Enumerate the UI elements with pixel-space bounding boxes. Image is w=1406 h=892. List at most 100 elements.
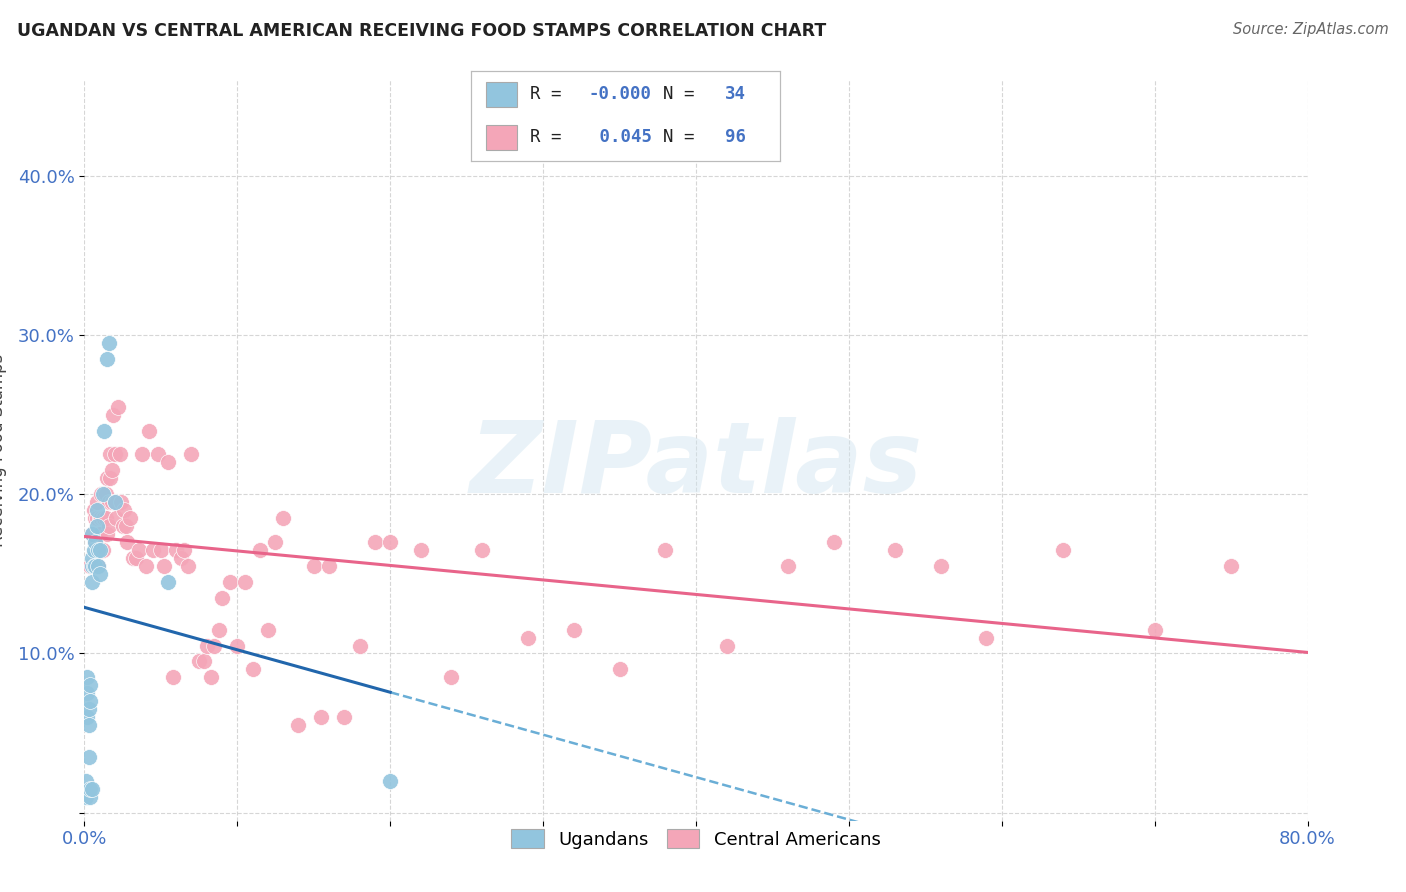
Text: ZIPatlas: ZIPatlas	[470, 417, 922, 514]
Point	[103, 408, 125, 422]
Point	[516, 631, 538, 645]
Point	[79, 781, 101, 796]
Point	[89, 543, 111, 558]
Point	[91, 511, 114, 525]
Point	[97, 519, 120, 533]
Point	[162, 670, 184, 684]
Point	[1220, 558, 1243, 573]
Text: 96: 96	[724, 128, 745, 146]
Point	[153, 558, 176, 573]
Point	[112, 503, 135, 517]
Point	[115, 535, 138, 549]
Text: -0.000: -0.000	[589, 85, 651, 103]
Point	[83, 543, 105, 558]
Point	[97, 336, 120, 351]
Point	[380, 773, 402, 788]
Point	[76, 686, 98, 700]
Point	[83, 503, 105, 517]
Text: R =: R =	[530, 85, 572, 103]
Point	[93, 424, 115, 438]
Point	[77, 718, 100, 732]
Point	[86, 503, 108, 517]
Point	[87, 558, 110, 573]
Point	[86, 495, 108, 509]
Point	[157, 574, 180, 589]
Point	[94, 511, 117, 525]
Point	[170, 550, 193, 565]
Point	[104, 447, 127, 461]
Point	[302, 558, 325, 573]
Point	[562, 623, 585, 637]
Point	[97, 495, 120, 509]
Point	[79, 694, 101, 708]
Point	[364, 535, 387, 549]
Text: 34: 34	[724, 85, 745, 103]
FancyBboxPatch shape	[486, 82, 517, 107]
Point	[264, 535, 287, 549]
Point	[188, 655, 211, 669]
Point	[108, 447, 131, 461]
Point	[89, 527, 111, 541]
Point	[87, 558, 110, 573]
Point	[96, 471, 118, 485]
Point	[75, 773, 97, 788]
Point	[91, 487, 114, 501]
Point	[90, 511, 112, 525]
Point	[90, 487, 112, 501]
Point	[87, 527, 110, 541]
Point	[242, 662, 264, 676]
Text: N =: N =	[662, 85, 704, 103]
Point	[107, 400, 129, 414]
Point	[1143, 623, 1166, 637]
Point	[125, 550, 148, 565]
Point	[80, 781, 103, 796]
Point	[91, 543, 114, 558]
Point	[165, 543, 187, 558]
Point	[84, 511, 107, 525]
Point	[86, 511, 108, 525]
Text: N =: N =	[662, 128, 704, 146]
Point	[226, 639, 249, 653]
Point	[249, 543, 271, 558]
Point	[79, 678, 101, 692]
Point	[208, 623, 231, 637]
Point	[79, 789, 101, 804]
Point	[173, 543, 195, 558]
Point	[80, 574, 103, 589]
Text: R =: R =	[530, 128, 572, 146]
Point	[84, 558, 107, 573]
Point	[96, 527, 118, 541]
Point	[80, 558, 103, 573]
Point	[120, 511, 142, 525]
Point	[271, 511, 294, 525]
Point	[96, 351, 118, 366]
Point	[257, 623, 280, 637]
Point	[177, 558, 200, 573]
Text: Source: ZipAtlas.com: Source: ZipAtlas.com	[1233, 22, 1389, 37]
Point	[200, 670, 222, 684]
Point	[180, 447, 202, 461]
Point	[80, 527, 103, 541]
Point	[471, 543, 494, 558]
Point	[318, 558, 340, 573]
Y-axis label: Receiving Food Stamps: Receiving Food Stamps	[0, 354, 7, 547]
Point	[287, 718, 309, 732]
Point	[76, 710, 98, 724]
Point	[104, 495, 127, 509]
Point	[823, 535, 845, 549]
Point	[776, 558, 799, 573]
Point	[114, 519, 136, 533]
Point	[93, 487, 115, 501]
Point	[98, 471, 121, 485]
Point	[83, 558, 105, 573]
Point	[86, 519, 108, 533]
Point	[142, 543, 165, 558]
Point	[77, 750, 100, 764]
Point	[111, 519, 134, 533]
FancyBboxPatch shape	[486, 125, 517, 150]
Point	[349, 639, 371, 653]
Point	[440, 670, 463, 684]
Point	[89, 511, 111, 525]
Point	[609, 662, 631, 676]
Point	[202, 639, 225, 653]
